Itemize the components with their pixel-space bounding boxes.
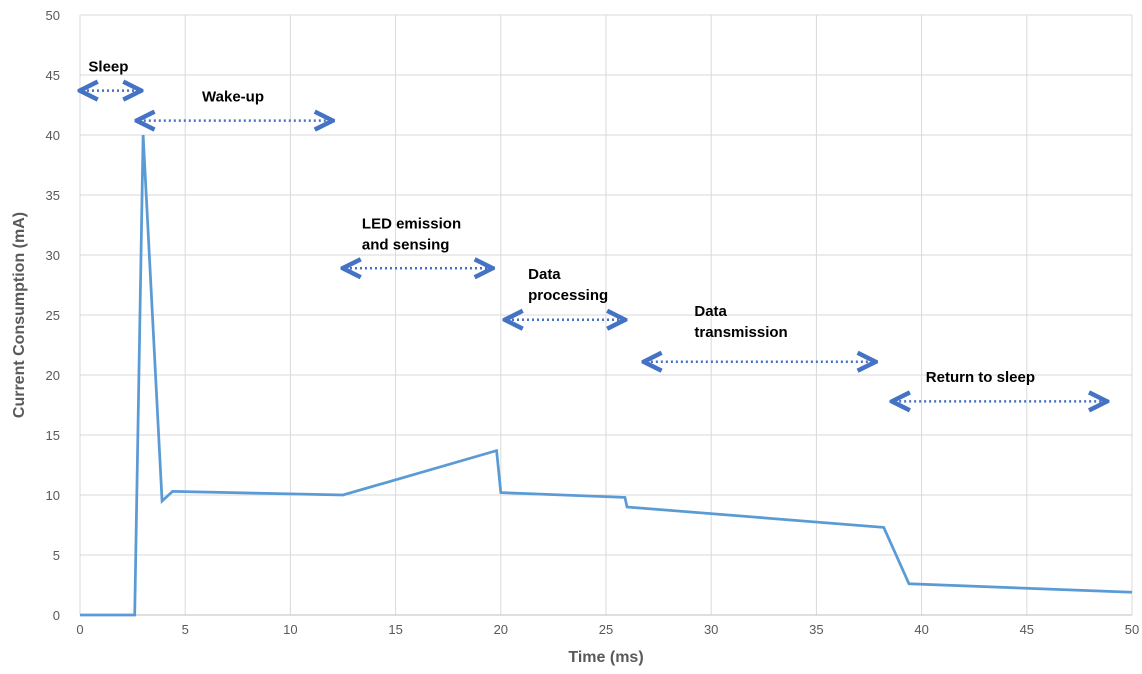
phase-label: Wake-up	[202, 88, 264, 105]
x-tick-label: 30	[704, 622, 718, 637]
phase-label: Sleep	[88, 58, 128, 75]
gridlines	[79, 14, 1133, 615]
x-tick-label: 0	[76, 622, 83, 637]
x-tick-label: 25	[599, 622, 613, 637]
phase-annotation: Sleep	[82, 58, 139, 90]
phase-annotations: Sleep Wake-up LED emission and sensing Data p…	[82, 58, 1105, 401]
y-tick-label: 30	[46, 248, 60, 263]
y-tick-label: 50	[46, 8, 60, 23]
phase-label: transmission	[694, 324, 787, 341]
phase-label: Return to sleep	[926, 369, 1035, 386]
x-tick-label: 10	[283, 622, 297, 637]
phase-annotation: LED emission and sensing	[345, 216, 490, 269]
x-tick-label: 15	[388, 622, 402, 637]
y-tick-label: 0	[53, 608, 60, 623]
x-axis-title: Time (ms)	[568, 649, 643, 666]
x-tick-label: 35	[809, 622, 823, 637]
x-tick-label: 5	[182, 622, 189, 637]
y-tick-label: 35	[46, 188, 60, 203]
x-tick-label: 45	[1020, 622, 1034, 637]
phase-annotation: Data processing	[507, 266, 623, 320]
y-axis-title: Current Consumption (mA)	[11, 212, 28, 418]
y-tick-label: 40	[46, 128, 60, 143]
phase-label: Data	[694, 303, 727, 320]
current-series-line	[80, 134, 1133, 617]
x-tick-label: 20	[494, 622, 508, 637]
y-tick-label: 20	[46, 368, 60, 383]
tick-labels: 0 5 10 15 20 25 30 35 40 45 50 0 5 10 15 20 25 30 35 40 45 50	[46, 8, 1140, 637]
phase-annotation: Data transmission	[646, 303, 873, 362]
series-layer	[80, 134, 1133, 617]
y-tick-label: 5	[53, 548, 60, 563]
x-tick-label: 50	[1125, 622, 1139, 637]
phase-annotation: Return to sleep	[894, 369, 1105, 401]
phase-annotation: Wake-up	[139, 88, 331, 120]
y-tick-label: 25	[46, 308, 60, 323]
phase-label: and sensing	[362, 237, 450, 254]
phase-label: processing	[528, 287, 608, 304]
phase-label: LED emission	[362, 216, 461, 233]
y-tick-label: 15	[46, 428, 60, 443]
y-tick-label: 10	[46, 488, 60, 503]
x-tick-label: 40	[914, 622, 928, 637]
phase-label: Data	[528, 266, 561, 283]
y-tick-label: 45	[46, 68, 60, 83]
